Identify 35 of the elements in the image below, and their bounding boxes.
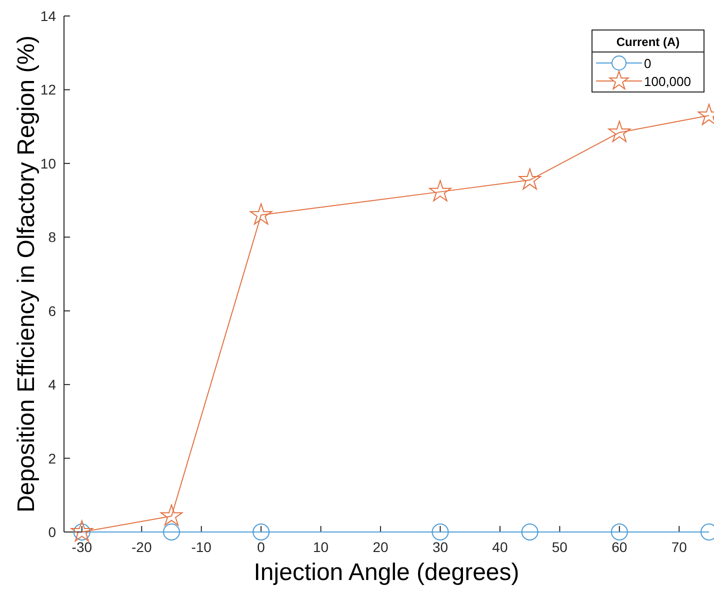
point	[518, 168, 541, 190]
y-tick-label: 2	[48, 450, 56, 466]
y-tick-label: 10	[40, 155, 56, 172]
y-tick-label: 4	[48, 376, 56, 393]
point	[163, 524, 180, 540]
x-tick-label: 10	[313, 539, 329, 555]
point	[252, 524, 270, 540]
point	[70, 520, 94, 542]
legend-title: Current (A)	[616, 35, 680, 49]
x-axis-title: Injection Angle (degrees)	[254, 559, 520, 586]
point	[160, 504, 183, 526]
x-tick-label: 20	[372, 539, 389, 555]
y-tick-label: 12	[40, 82, 56, 98]
y-tick-label: 0	[48, 524, 56, 540]
x-tick-label: -10	[191, 539, 212, 555]
point	[610, 524, 628, 540]
point	[250, 203, 272, 225]
x-tick-label: 30	[432, 539, 448, 555]
x-tick-label: 0	[257, 539, 266, 555]
point	[521, 524, 538, 540]
legend-label: 0	[644, 56, 652, 71]
y-tick-label: 8	[48, 229, 56, 246]
x-tick-label: -30	[72, 539, 92, 555]
x-tick-label: 70	[671, 539, 688, 555]
x-tick-label: -20	[132, 539, 152, 555]
y-tick-label: 14	[40, 8, 56, 24]
x-tick-label: 60	[612, 539, 628, 555]
x-tick-label: 40	[492, 539, 508, 555]
x-tick-label: 50	[552, 539, 568, 555]
legend-label: 100,000	[644, 74, 691, 89]
point	[429, 180, 452, 202]
point	[432, 524, 449, 540]
point	[608, 120, 631, 142]
y-tick-label: 6	[48, 302, 56, 319]
y-axis-title: Deposition Efficiency in Olfactory Region (%)	[13, 35, 40, 513]
